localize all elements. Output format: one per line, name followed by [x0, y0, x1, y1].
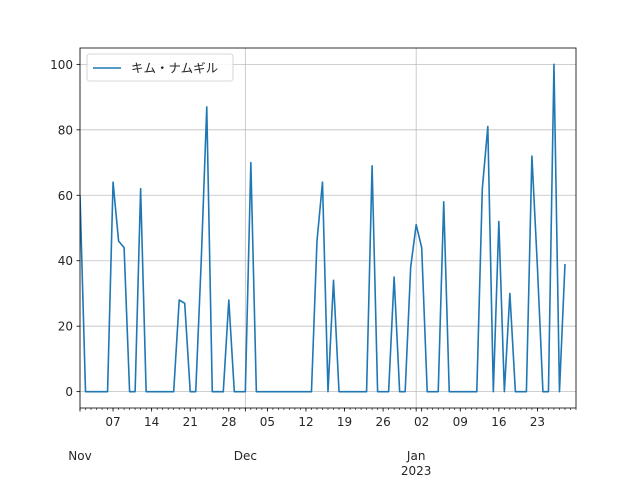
x-year-label: 2023	[401, 464, 432, 478]
series-layer	[80, 63, 566, 393]
x-tick-label: 23	[530, 415, 545, 429]
x-tick-label: 26	[375, 415, 390, 429]
x-month-label: Jan	[406, 449, 426, 463]
series-line	[80, 63, 566, 393]
y-tick-label: 20	[58, 320, 73, 334]
x-tick-label: 02	[414, 415, 429, 429]
legend-box	[86, 53, 234, 82]
y-tick-label: 40	[58, 254, 73, 268]
y-tick-label: 0	[65, 385, 73, 399]
y-tick-label: 80	[58, 123, 73, 137]
x-month-label: Dec	[234, 449, 257, 463]
legend-label: キム・ナムギル	[131, 61, 218, 76]
y-axis: 0 20 40 60 80 100	[50, 58, 80, 399]
x-tick-label: 21	[183, 415, 198, 429]
legend: キム・ナムギル	[86, 53, 234, 82]
x-tick-label: 16	[491, 415, 506, 429]
x-tick-label: 28	[221, 415, 236, 429]
x-tick-label: 12	[298, 415, 313, 429]
x-tick-label: 05	[260, 415, 275, 429]
y-tick-label: 100	[50, 58, 73, 72]
x-tick-label: 19	[337, 415, 352, 429]
x-tick-label: 07	[105, 415, 120, 429]
x-tick-label: 09	[453, 415, 468, 429]
x-month-label: Nov	[68, 449, 91, 463]
x-tick-label: 14	[144, 415, 159, 429]
y-tick-label: 60	[58, 189, 73, 203]
